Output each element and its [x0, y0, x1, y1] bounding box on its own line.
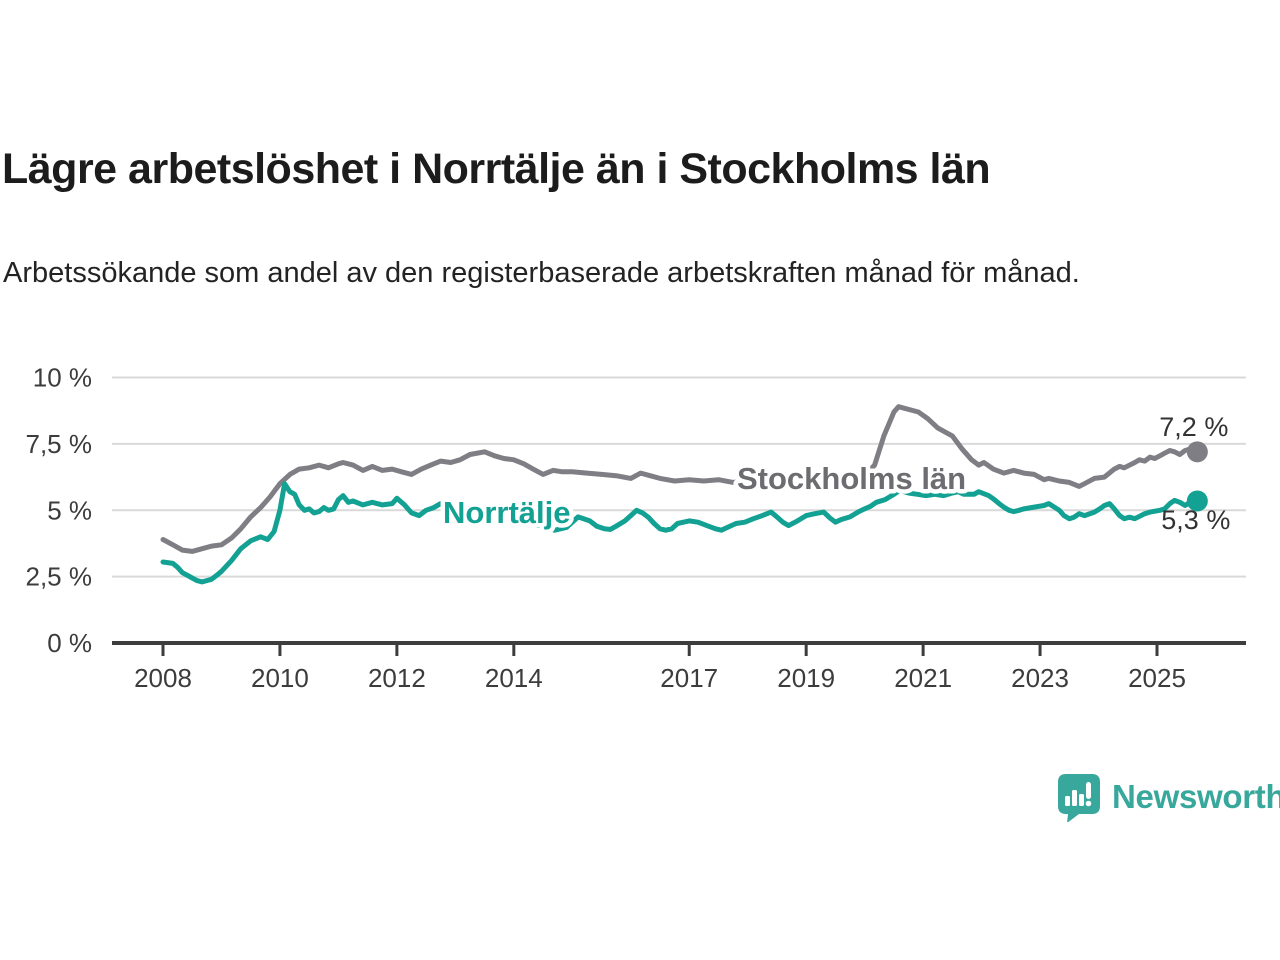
stockholm-series-label: Stockholms län: [737, 461, 966, 496]
y-axis-tick-label: 10 %: [33, 363, 92, 393]
stockholm-line: [160, 404, 1200, 554]
x-axis-tick-label: 2008: [134, 663, 192, 693]
x-axis-tick-label: 2010: [251, 663, 309, 693]
norrtalje-end-value-label: 5,3 %: [1161, 505, 1230, 535]
x-axis-tick-label: 2025: [1128, 663, 1186, 693]
newsworthy-logo-icon: [1058, 774, 1100, 822]
x-axis-tick-label: 2023: [1011, 663, 1069, 693]
x-axis-tick-label: 2021: [894, 663, 952, 693]
x-axis-tick-label: 2019: [777, 663, 835, 693]
x-axis-tick-label: 2017: [660, 663, 718, 693]
norrtalje-line: [160, 481, 1200, 585]
x-axis-tick-label: 2014: [485, 663, 543, 693]
stockholm-end-dot: [1186, 441, 1208, 463]
norrtalje-series-label: Norrtälje: [443, 495, 570, 530]
x-axis-tick-label: 2012: [368, 663, 426, 693]
stockholm-end-value-label: 7,2 %: [1159, 412, 1228, 442]
y-axis-tick-label: 2,5 %: [26, 562, 93, 592]
page-title: Lägre arbetslöshet i Norrtälje än i Stoc…: [2, 145, 991, 193]
y-axis-tick-label: 7,5 %: [26, 429, 93, 459]
branding: Newsworthy: [1056, 772, 1280, 822]
y-axis-tick-label: 0 %: [47, 628, 92, 658]
newsworthy-logo-text: Newsworthy: [1112, 778, 1280, 815]
chart-subtitle: Arbetssökande som andel av den registerb…: [3, 257, 1080, 289]
y-axis-tick-label: 5 %: [47, 495, 92, 525]
norrtalje-end-dot: [1186, 490, 1208, 512]
